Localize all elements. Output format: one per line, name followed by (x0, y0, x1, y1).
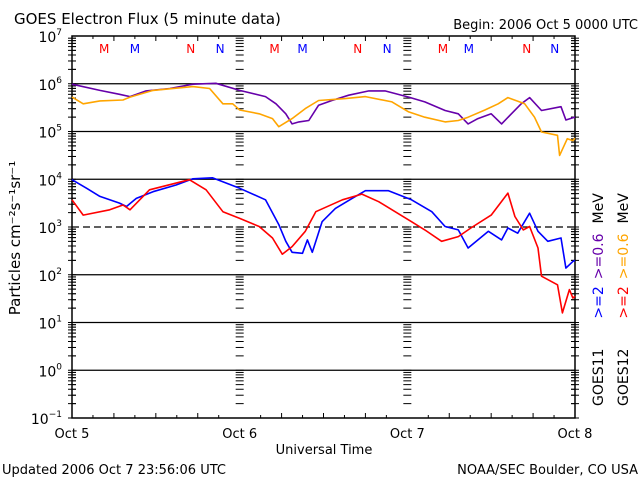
y-tick-exponent: 2 (56, 267, 62, 277)
series-line-goes11-2-mev (71, 177, 576, 269)
marker-n: N (353, 42, 362, 56)
y-tick-base: 10 (38, 173, 56, 189)
legend: GOES11 >=2 >=0.6 MeV GOES12 >=2 >=0.6 MeV (591, 193, 632, 406)
y-tick-exponent: 6 (56, 76, 62, 86)
legend-column-goes12: GOES12 >=2 >=0.6 MeV (616, 193, 632, 406)
x-tick-label: Oct 7 (390, 427, 425, 442)
y-tick-base: 10 (38, 364, 56, 380)
y-tick-exponent: 0 (56, 362, 62, 372)
legend-06mev: >=0.6 (616, 233, 632, 279)
marker-m: M (438, 42, 448, 56)
legend-column-goes11: GOES11 >=2 >=0.6 MeV (591, 193, 607, 406)
marker-m: M (464, 42, 474, 56)
y-tick-exponent: 1 (56, 315, 62, 325)
y-tick-label: 10−1 (31, 410, 62, 428)
legend-2mev: >=2 (591, 286, 607, 318)
marker-n: N (550, 42, 559, 56)
legend-satellite: GOES12 (616, 349, 632, 406)
x-tick-labels: Oct 5 Oct 6 Oct 7 Oct 8 (55, 427, 593, 442)
y-tick-exponent: 3 (56, 219, 62, 229)
updated-timestamp: Updated 2006 Oct 7 23:56:06 UTC (2, 463, 226, 478)
axis-ticks (68, 36, 579, 419)
plot-frame (71, 35, 576, 419)
x-axis-label: Universal Time (276, 443, 373, 458)
begin-label: Begin: 2006 Oct 5 0000 UTC (453, 18, 638, 33)
y-tick-base: 10 (38, 221, 56, 237)
y-tick-base: 10 (38, 126, 56, 142)
y-tick-label: 103 (38, 219, 62, 237)
y-tick-label: 100 (38, 362, 62, 380)
legend-unit: MeV (591, 193, 607, 224)
y-tick-label: 107 (38, 28, 62, 46)
marker-m: M (99, 42, 109, 56)
y-tick-label: 106 (38, 76, 62, 94)
x-tick-label: Oct 6 (222, 427, 257, 442)
y-axis-label: Particles cm⁻²s⁻¹sr⁻¹ (6, 161, 24, 315)
marker-n: N (522, 42, 531, 56)
x-tick-label: Oct 5 (55, 427, 90, 442)
series-line-goes12-0-6-mev (71, 85, 576, 157)
y-tick-base: 10 (38, 78, 56, 94)
y-tick-base: 10 (38, 269, 56, 285)
series-group (71, 82, 576, 314)
y-tick-base: 10 (38, 317, 56, 333)
y-tick-label: 104 (38, 171, 62, 189)
marker-n: N (186, 42, 195, 56)
legend-satellite: GOES11 (591, 349, 607, 406)
chart-title: GOES Electron Flux (5 minute data) (14, 10, 281, 28)
y-tick-exponent: 7 (56, 28, 62, 38)
marker-m: M (269, 42, 279, 56)
y-tick-label: 102 (38, 267, 62, 285)
legend-2mev: >=2 (616, 286, 632, 318)
series-line-goes12-2-mev (71, 178, 576, 314)
y-tick-label: 105 (38, 124, 62, 142)
y-tick-exponent: −1 (49, 410, 62, 420)
y-tick-base: 10 (38, 30, 56, 46)
plot-area (71, 35, 576, 419)
x-tick-label: Oct 8 (558, 427, 593, 442)
marker-n: N (383, 42, 392, 56)
y-tick-exponent: 5 (56, 124, 62, 134)
y-tick-base: 10 (31, 412, 49, 428)
legend-06mev: >=0.6 (591, 233, 607, 279)
y-tick-label: 101 (38, 315, 62, 333)
marker-m: M (297, 42, 307, 56)
marker-n: N (216, 42, 225, 56)
reference-lines (72, 83, 575, 371)
legend-unit: MeV (616, 193, 632, 224)
source-label: NOAA/SEC Boulder, CO USA (457, 463, 638, 478)
marker-m: M (130, 42, 140, 56)
y-tick-exponent: 4 (56, 171, 62, 181)
